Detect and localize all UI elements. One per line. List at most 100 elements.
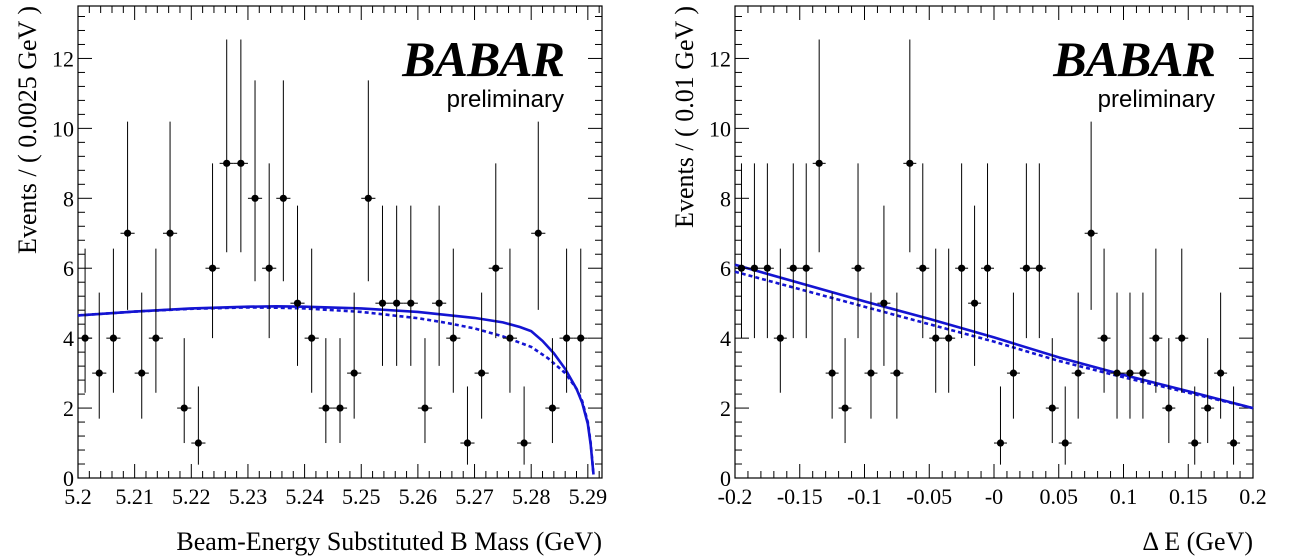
y-tick-label: 4 <box>720 326 731 351</box>
data-point <box>1178 334 1186 342</box>
data-point <box>265 264 273 272</box>
mes-panel: 5.2 5.21 5.22 5.23 5.24 5.25 5.26 5.27 5.28 5.29 0… <box>13 5 608 556</box>
data-point <box>364 194 372 202</box>
data-point <box>308 334 316 342</box>
data-point <box>1139 369 1147 377</box>
y-axis-title: Events / ( 0.01 GeV ) <box>670 6 699 228</box>
x-tick-label: 5.29 <box>569 484 608 509</box>
babar-logo: BABAR <box>1052 31 1215 87</box>
data-point <box>449 334 457 342</box>
data-point <box>251 194 259 202</box>
data-point <box>1061 439 1069 447</box>
x-tick-label: 5.23 <box>229 484 268 509</box>
x-tick-label: 5.28 <box>512 484 551 509</box>
data-point <box>1191 439 1199 447</box>
data-point <box>138 369 146 377</box>
data-point <box>1022 264 1030 272</box>
y-tick-label: 12 <box>709 46 731 71</box>
data-point <box>336 404 344 412</box>
data-point <box>279 194 287 202</box>
data-point <box>880 299 888 307</box>
data-point <box>534 229 542 237</box>
data-point <box>789 264 797 272</box>
x-axis-title: Beam-Energy Substituted B Mass (GeV) <box>176 527 602 556</box>
y-tick-label: 0 <box>63 466 74 491</box>
y-tick-label: 4 <box>63 326 74 351</box>
data-point <box>506 334 514 342</box>
x-tick-label: 5.26 <box>399 484 438 509</box>
data-point <box>393 299 401 307</box>
x-tick-label: 5.2 <box>64 484 92 509</box>
x-tick-label: 5.25 <box>342 484 381 509</box>
data-point <box>737 264 746 272</box>
x-tick-label: 5.21 <box>115 484 154 509</box>
data-point <box>81 334 89 342</box>
data-point <box>492 264 500 272</box>
data-point <box>194 439 202 447</box>
data-point <box>1113 369 1121 377</box>
data-point <box>95 369 103 377</box>
data-point <box>237 159 245 167</box>
plot-frame <box>77 5 603 479</box>
data-point <box>548 404 557 412</box>
data-point <box>763 264 771 272</box>
data-point <box>854 264 862 272</box>
x-tick-label: -0.1 <box>847 484 882 509</box>
data-point <box>520 439 528 447</box>
data-point <box>1152 334 1160 342</box>
data-point <box>562 334 571 342</box>
fit-background-curve <box>734 270 1254 410</box>
x-tick-label: -0.05 <box>906 484 952 509</box>
y-tick-label: 8 <box>720 186 731 211</box>
data-point <box>802 264 810 272</box>
data-point <box>996 439 1005 447</box>
data-point <box>867 369 875 377</box>
x-tick-label: 5.22 <box>172 484 211 509</box>
data-point <box>815 159 823 167</box>
data-point <box>208 264 217 272</box>
y-tick-label: 6 <box>63 256 74 281</box>
data-point <box>421 404 429 412</box>
y-tick-label: 0 <box>720 466 731 491</box>
data-point <box>1074 369 1082 377</box>
delta-e-panel: -0.2 -0.15 -0.1 -0.05 -0 0.05 0.1 0.15 0.2 0 2 4 6 8 1… <box>670 5 1267 556</box>
data-point <box>1035 264 1043 272</box>
data-point <box>166 229 174 237</box>
x-tick-label: 0.2 <box>1239 484 1267 509</box>
y-tick-label: 10 <box>709 116 731 141</box>
data-point <box>841 404 849 412</box>
fit-total-curve <box>734 263 1254 410</box>
y-tick-label: 2 <box>720 396 731 421</box>
x-tick-label: 5.27 <box>455 484 494 509</box>
preliminary-label: preliminary <box>1098 86 1215 113</box>
data-point <box>223 159 231 167</box>
data-point <box>407 299 415 307</box>
data-point <box>970 299 979 307</box>
data-point <box>577 334 585 342</box>
data-point <box>828 369 836 377</box>
x-tick-label: 0.05 <box>1040 484 1079 509</box>
x-tick-label: 0.1 <box>1110 484 1138 509</box>
data-point <box>932 334 940 342</box>
x-axis-title: Δ E (GeV) <box>1142 527 1253 556</box>
y-tick-label: 10 <box>52 116 74 141</box>
y-tick-label: 8 <box>63 186 74 211</box>
data-point <box>906 159 914 167</box>
babar-logo: BABAR <box>401 31 564 87</box>
fit-total-curve <box>77 304 595 475</box>
data-point <box>350 369 358 377</box>
fit-background-curve <box>77 306 595 475</box>
data-point <box>1229 439 1238 447</box>
data-point <box>1204 404 1212 412</box>
x-tick-label: -0.2 <box>718 484 753 509</box>
data-point <box>1126 369 1134 377</box>
data-point <box>1009 369 1018 377</box>
data-point <box>750 264 759 272</box>
data-point <box>1217 369 1225 377</box>
data-point <box>983 264 992 272</box>
y-axis-title: Events / ( 0.0025 GeV ) <box>13 6 42 254</box>
data-point <box>152 334 160 342</box>
x-tick-label: 5.24 <box>285 484 324 509</box>
preliminary-label: preliminary <box>447 86 564 113</box>
